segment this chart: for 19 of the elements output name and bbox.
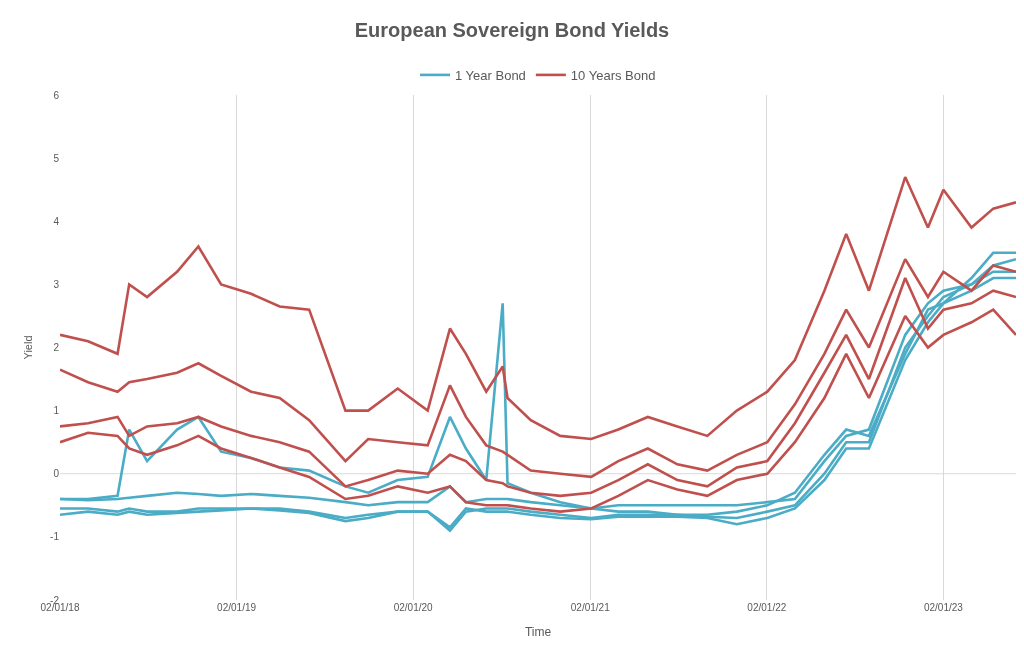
- y-tick-label: 0: [53, 468, 60, 480]
- legend-label: 1 Year Bond: [455, 67, 526, 83]
- y-axis-title: Yield: [21, 335, 34, 360]
- y-tick-label: 2: [53, 342, 60, 353]
- x-axis-title: Time: [524, 624, 552, 639]
- legend-label: 10 Years Bond: [570, 67, 656, 83]
- x-tick-label: 02/01/20: [393, 602, 434, 613]
- y-tick-label: 4: [53, 215, 60, 227]
- x-tick-label: 02/01/22: [747, 602, 787, 613]
- y-tick-label: 3: [53, 278, 60, 290]
- y-tick-label: 6: [53, 89, 60, 101]
- y-tick-label: 5: [53, 152, 60, 164]
- x-tick-label: 02/01/21: [570, 602, 611, 613]
- x-tick-label: 02/01/19: [217, 602, 257, 613]
- y-tick-label: -1: [50, 531, 60, 543]
- x-tick-label: 02/01/23: [923, 602, 964, 613]
- y-tick-label: 1: [53, 405, 60, 417]
- x-tick-label: 02/01/18: [40, 602, 80, 613]
- chart-title: European Sovereign Bond Yields: [354, 18, 670, 41]
